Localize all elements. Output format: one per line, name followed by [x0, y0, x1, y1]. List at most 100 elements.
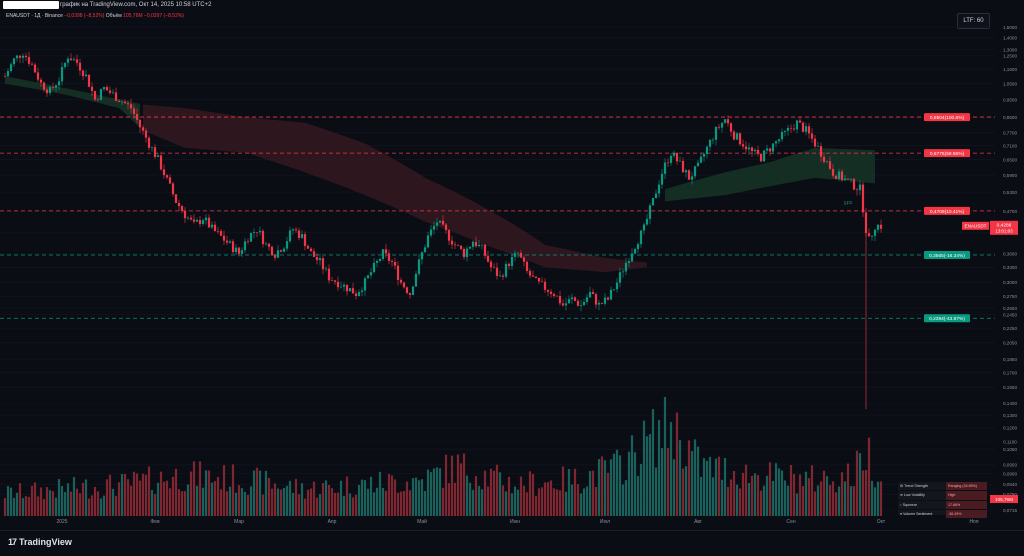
- volume-bar: [141, 473, 145, 516]
- volume-bar: [573, 468, 577, 516]
- candle-body: [120, 101, 124, 103]
- volume-bar: [450, 455, 454, 516]
- volume-bar: [612, 453, 616, 516]
- candle-body: [249, 233, 253, 242]
- volume-bar: [300, 483, 304, 516]
- volume-bar: [12, 497, 16, 516]
- candle-body: [765, 148, 769, 151]
- candle-body: [75, 59, 79, 63]
- candle-body: [507, 263, 511, 267]
- volume-bar: [666, 448, 670, 516]
- volume-bar: [204, 470, 208, 516]
- candle-body: [420, 252, 424, 260]
- volume-bar: [717, 456, 721, 516]
- candle-body: [846, 178, 850, 180]
- candle-body: [534, 276, 538, 278]
- candle-body: [153, 147, 157, 157]
- time-tick: Ноя: [969, 519, 978, 525]
- volume-bar: [621, 484, 625, 516]
- candle-body: [732, 131, 736, 140]
- volume-bar: [423, 491, 427, 516]
- volume-bar: [879, 481, 883, 516]
- price-tick: 0,6500: [1003, 158, 1017, 163]
- candle-body: [162, 169, 166, 176]
- volume-bar: [390, 475, 394, 516]
- volume-bar: [828, 484, 832, 516]
- candle-body: [261, 230, 265, 245]
- candle-body: [495, 267, 499, 276]
- candle-body: [324, 268, 328, 270]
- candle-body: [702, 153, 706, 157]
- volume-bar: [510, 493, 514, 516]
- volume-bar: [822, 470, 826, 516]
- arrows-icon: ↕: [900, 502, 902, 507]
- candle-body: [393, 261, 397, 266]
- candle-body: [255, 232, 259, 233]
- candle-body: [141, 127, 145, 131]
- candle-body: [849, 178, 853, 180]
- candle-body: [669, 155, 673, 163]
- volume-bar: [480, 489, 484, 516]
- candle-body: [234, 247, 238, 253]
- candle-body: [468, 246, 472, 249]
- volume-bar: [462, 453, 466, 516]
- volume-bar: [873, 487, 877, 516]
- volume-bar: [522, 485, 526, 516]
- time-tick: Апр: [328, 519, 337, 525]
- time-tick: 2025: [56, 519, 67, 525]
- legend-symbol[interactable]: ENAUSDT · 1Д · Binance: [6, 13, 63, 19]
- candle-body: [102, 87, 106, 90]
- tradingview-logo[interactable]: 17 TradingView: [8, 537, 72, 547]
- candle-body: [573, 297, 577, 301]
- volume-bar: [327, 484, 331, 516]
- candle-body: [273, 255, 277, 258]
- volume-bar: [360, 479, 364, 516]
- candle-body: [111, 92, 115, 94]
- candle-body: [717, 126, 721, 128]
- candle-body: [147, 137, 151, 148]
- price-tick: 1,1500: [1003, 67, 1017, 72]
- candle-body: [465, 248, 469, 258]
- candle-body: [201, 220, 205, 224]
- candle-body: [345, 284, 349, 292]
- volume-bar: [63, 492, 67, 516]
- candle-body: [822, 156, 826, 162]
- volume-bar: [330, 488, 334, 516]
- volume-bar: [528, 471, 532, 516]
- candle-body: [498, 275, 502, 277]
- price-tick: 1,5000: [1003, 25, 1017, 30]
- candle-body: [240, 250, 244, 254]
- volume-bar: [51, 491, 55, 516]
- volume-bar: [705, 460, 709, 516]
- volume-bar: [849, 486, 853, 516]
- volume-bar: [486, 486, 490, 516]
- volume-bar: [843, 481, 847, 516]
- volume-bar: [420, 479, 424, 516]
- candle-body: [444, 224, 448, 231]
- volume-bar: [258, 470, 262, 516]
- volume-bar: [285, 485, 289, 516]
- volume-bar: [357, 484, 361, 516]
- ltf-badge[interactable]: LTF: 60: [957, 13, 990, 29]
- candle-body: [189, 217, 193, 220]
- candle-body: [6, 71, 10, 77]
- candle-body: [660, 173, 664, 185]
- candle-body: [753, 149, 757, 152]
- username-box[interactable]: [3, 1, 59, 9]
- volume-bar: [243, 491, 247, 516]
- volume-bar: [714, 458, 718, 516]
- volume-bar: [561, 466, 565, 516]
- volume-bar: [126, 479, 130, 516]
- volume-bar: [15, 492, 19, 516]
- volume-bar: [3, 498, 7, 516]
- volume-bar: [723, 457, 727, 516]
- volume-bar: [147, 466, 151, 516]
- candle-body: [423, 247, 427, 253]
- candle-body: [156, 155, 160, 157]
- candle-body: [621, 271, 625, 273]
- volume-bar: [777, 468, 781, 516]
- volume-bar: [702, 458, 706, 516]
- volume-bar: [789, 464, 793, 516]
- candle-body: [288, 230, 292, 242]
